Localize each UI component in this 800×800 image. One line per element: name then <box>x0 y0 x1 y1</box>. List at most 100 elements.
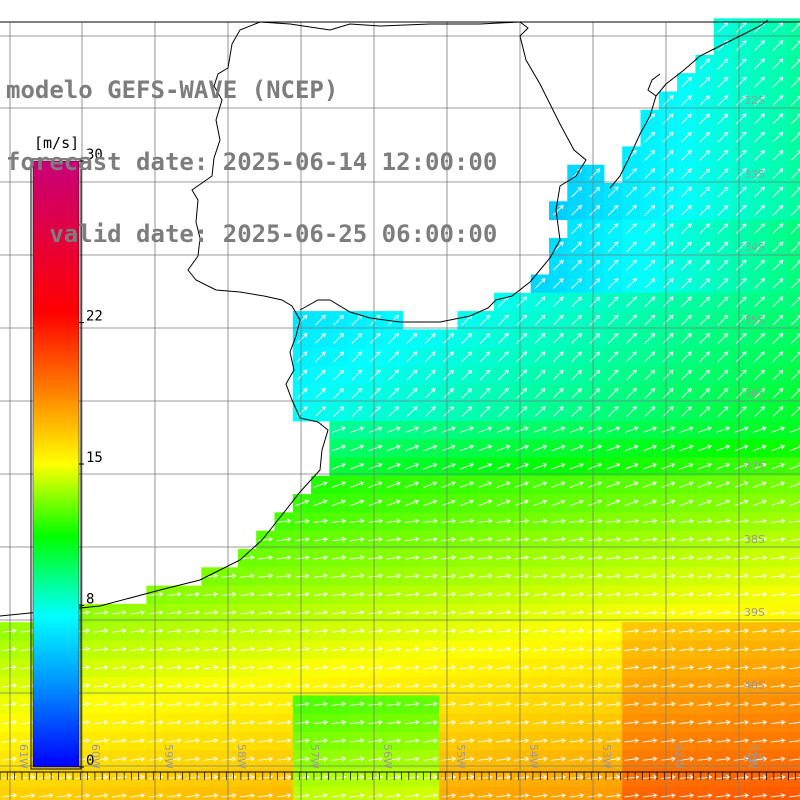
lon-label: 54W <box>527 744 540 769</box>
wind-arrow <box>276 738 292 744</box>
wind-arrow <box>93 756 109 762</box>
wind-arrow <box>2 774 17 780</box>
wind-arrow <box>697 481 712 488</box>
wind-cell <box>786 366 800 385</box>
wind-arrow <box>534 351 546 363</box>
wind-arrow <box>752 591 768 597</box>
wind-arrow <box>532 774 548 780</box>
wind-arrow <box>516 387 528 399</box>
wind-arrow <box>240 664 255 670</box>
wind-arrow <box>571 406 583 418</box>
wind-arrow <box>679 499 694 507</box>
wind-arrow <box>423 499 438 507</box>
wind-arrow <box>368 536 383 542</box>
wind-arrow <box>660 664 676 670</box>
wind-cell <box>786 109 800 129</box>
wind-arrow <box>532 610 548 616</box>
wind-arrow <box>771 499 786 507</box>
wind-arrow <box>423 628 438 634</box>
wind-arrow <box>624 701 640 707</box>
wind-arrow <box>313 481 328 488</box>
wind-arrow <box>717 406 729 418</box>
wind-arrow <box>514 610 530 616</box>
wind-arrow <box>771 444 786 452</box>
wind-arrow <box>351 387 363 399</box>
wind-arrow <box>276 646 292 652</box>
wind-arrow <box>2 738 17 744</box>
wind-arrow <box>148 664 164 670</box>
wind-arrow <box>789 518 800 524</box>
wind-arrow <box>369 332 381 344</box>
wind-arrow <box>479 351 491 363</box>
lon-label: 57W <box>308 744 321 769</box>
wind-cell <box>146 786 166 800</box>
wind-arrow <box>606 793 621 799</box>
wind-arrow <box>314 387 326 399</box>
wind-arrow <box>606 719 621 725</box>
wind-arrow <box>735 149 747 161</box>
wind-arrow <box>699 314 711 326</box>
wind-arrow <box>423 664 438 670</box>
wind-arrow <box>386 793 402 799</box>
wind-arrow <box>93 628 109 634</box>
wind-cell <box>786 439 800 458</box>
wind-arrow <box>516 369 528 381</box>
wind-arrow <box>642 481 657 488</box>
wind-arrow <box>441 793 457 799</box>
wind-arrow <box>680 76 692 88</box>
wind-arrow <box>258 664 274 670</box>
wind-arrow <box>534 314 546 326</box>
wind-arrow <box>587 646 603 652</box>
wind-arrow <box>734 591 749 597</box>
wind-arrow <box>587 719 603 725</box>
wind-arrow <box>533 462 548 470</box>
wind-arrow <box>313 628 329 634</box>
wind-arrow <box>532 518 548 524</box>
wind-arrow <box>772 259 784 271</box>
wind-arrow <box>735 332 747 344</box>
wind-arrow <box>587 518 603 524</box>
wind-arrow <box>661 462 676 470</box>
wind-arrow <box>589 332 601 344</box>
wind-arrow <box>479 406 491 418</box>
wind-arrow <box>349 518 365 524</box>
wind-arrow <box>587 664 603 670</box>
wind-arrow <box>294 793 310 799</box>
wind-cell <box>73 786 92 800</box>
wind-cell <box>786 292 800 312</box>
wind-arrow <box>644 259 656 271</box>
wind-cell <box>54 786 74 800</box>
wind-arrow <box>790 296 800 308</box>
wind-arrow <box>20 793 36 799</box>
wind-arrow <box>699 131 711 143</box>
wind-arrow <box>477 610 493 616</box>
wind-arrow <box>148 793 164 799</box>
wind-arrow <box>588 444 603 452</box>
wind-arrow <box>386 646 402 652</box>
wind-arrow <box>662 278 674 289</box>
wind-arrow <box>734 518 749 524</box>
wind-arrow <box>790 351 800 363</box>
wind-arrow <box>20 774 36 780</box>
wind-arrow <box>660 793 676 799</box>
wind-speed-field <box>0 18 800 800</box>
wind-arrow <box>294 591 310 597</box>
wind-arrow <box>349 573 365 579</box>
lat-label: 36S <box>744 387 765 400</box>
wind-arrow <box>569 555 585 561</box>
wind-arrow <box>642 462 657 470</box>
wind-arrow <box>642 646 658 652</box>
wind-arrow <box>459 683 475 689</box>
wind-arrow <box>93 646 109 652</box>
wind-arrow <box>368 756 383 762</box>
lon-label: 55W <box>454 744 467 769</box>
wind-arrow <box>276 573 292 579</box>
wind-arrow <box>240 738 255 744</box>
wind-arrow <box>111 628 127 634</box>
wind-arrow <box>166 664 182 670</box>
wind-arrow <box>2 793 17 799</box>
wind-arrow <box>569 719 585 725</box>
wind-arrow <box>679 756 695 762</box>
wind-arrow <box>93 610 109 616</box>
wind-arrow <box>386 444 401 452</box>
